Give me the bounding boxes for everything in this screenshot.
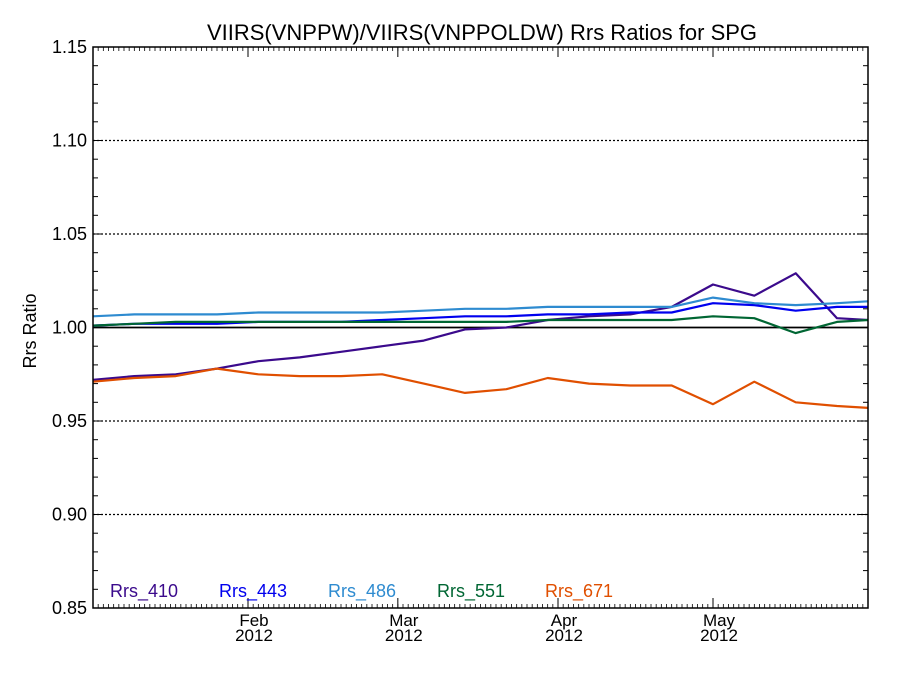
y-axis: 0.85 0.90 0.95 1.00 1.05 1.10 1.15 [52,37,868,618]
series-line-rrs-486 [92,296,869,318]
series-line-rrs-443 [92,302,868,327]
y-tick-label: 1.00 [52,318,87,338]
legend-entry-rrs-443: Rrs_443 [219,581,287,602]
y-tick-label: 0.95 [52,411,87,431]
series-line-rrs-551 [92,315,869,335]
legend-entry-rrs-410: Rrs_410 [110,581,178,602]
x-tick-year: 2012 [545,626,583,645]
series-line-rrs-671 [92,367,869,409]
y-tick-label: 1.15 [52,37,87,57]
y-tick-label: 1.05 [52,224,87,244]
y-tick-label: 0.90 [52,505,87,525]
x-tick-month: Mar [389,611,419,630]
legend-entry-rrs-551: Rrs_551 [437,581,505,602]
x-tick-year: 2012 [235,626,273,645]
x-tick-year: 2012 [385,626,423,645]
chart-title: VIIRS(VNPPW)/VIIRS(VNPPOLDW) Rrs Ratios … [207,20,757,45]
legend-entry-rrs-486: Rrs_486 [328,581,396,602]
x-tick-month: May [703,611,736,630]
x-tick-month: Feb [239,611,268,630]
y-axis-label: Rrs Ratio [20,293,40,368]
grid-lines [93,139,868,516]
x-tick-month: Apr [551,611,578,630]
series-line-rrs-410 [92,272,869,381]
y-tick-label: 0.85 [52,598,87,618]
legend-entry-rrs-671: Rrs_671 [545,581,613,602]
x-tick-year: 2012 [700,626,738,645]
legend: Rrs_410 Rrs_443 Rrs_486 Rrs_551 Rrs_671 [110,581,613,602]
series-lines [92,272,869,409]
y-tick-label: 1.10 [52,131,87,151]
